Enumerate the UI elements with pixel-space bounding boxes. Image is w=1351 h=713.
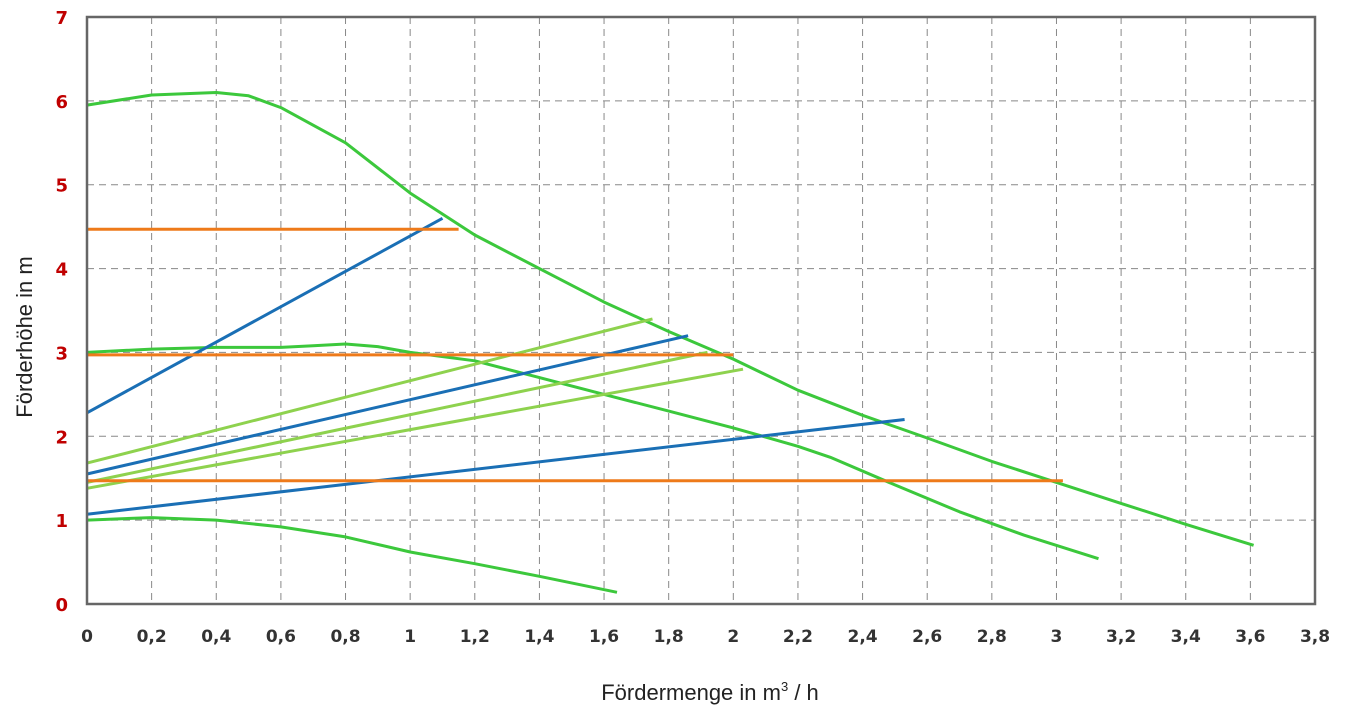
x-tick-label: 3,2 xyxy=(1106,627,1136,647)
linear-blue-line xyxy=(86,334,689,476)
y-tick-label: 2 xyxy=(55,427,68,448)
y-tick-label: 4 xyxy=(55,260,68,281)
linear-green-line xyxy=(86,350,708,484)
x-tick-label: 0,4 xyxy=(201,627,231,647)
x-tick-label: 2,2 xyxy=(783,627,813,647)
x-tick-label: 3,8 xyxy=(1300,627,1330,647)
x-tick-label: 3,4 xyxy=(1171,627,1201,647)
pump-curve-line xyxy=(86,342,1099,561)
x-tick-label: 2,8 xyxy=(977,627,1007,647)
x-axis-label-superscript: 3 xyxy=(781,679,788,694)
x-tick-label: 2,4 xyxy=(848,627,878,647)
x-tick-label: 1,6 xyxy=(589,627,619,647)
pump-curve-line xyxy=(86,91,1255,547)
y-tick-label: 7 xyxy=(55,8,68,29)
y-tick-labels: 0 1 2 3 4 5 6 7 xyxy=(55,8,68,616)
pump-curve-line xyxy=(86,516,618,594)
x-axis-label: Fördermenge in m3 / h xyxy=(601,679,819,705)
x-tick-label: 0,8 xyxy=(330,627,360,647)
x-tick-label: 1,8 xyxy=(654,627,684,647)
y-tick-label: 6 xyxy=(55,92,68,113)
y-axis-label: Förderhöhe in m xyxy=(12,256,37,417)
y-tick-label: 3 xyxy=(55,343,68,364)
linear-blue-line xyxy=(86,216,444,415)
x-tick-label: 3 xyxy=(1051,627,1063,647)
x-tick-label: 2,6 xyxy=(912,627,942,647)
x-tick-label: 3,6 xyxy=(1235,627,1265,647)
x-tick-label: 0,2 xyxy=(137,627,167,647)
x-tick-label: 0 xyxy=(81,627,93,647)
x-tick-label: 1 xyxy=(404,627,416,647)
x-tick-label: 0,6 xyxy=(266,627,296,647)
linear-green-line xyxy=(86,317,653,465)
x-tick-labels: 0 0,2 0,4 0,6 0,8 1 1,2 1,4 1,6 1,8 2 2,2 2,4 2,6 2,8 3… xyxy=(81,627,1330,647)
y-tick-label: 5 xyxy=(55,176,68,197)
series-group xyxy=(86,91,1255,594)
x-tick-label: 1,4 xyxy=(524,627,554,647)
linear-blue-line xyxy=(86,418,905,516)
x-axis-label-main: Fördermenge in m xyxy=(601,680,781,705)
x-tick-label: 1,2 xyxy=(460,627,490,647)
y-tick-label: 0 xyxy=(55,595,68,616)
plot-frame xyxy=(85,15,1317,606)
grid-lines xyxy=(87,17,1315,604)
y-tick-label: 1 xyxy=(55,511,68,532)
linear-green-line xyxy=(86,367,744,490)
x-axis-label-tail: / h xyxy=(788,680,819,705)
x-tick-label: 2 xyxy=(727,627,739,647)
